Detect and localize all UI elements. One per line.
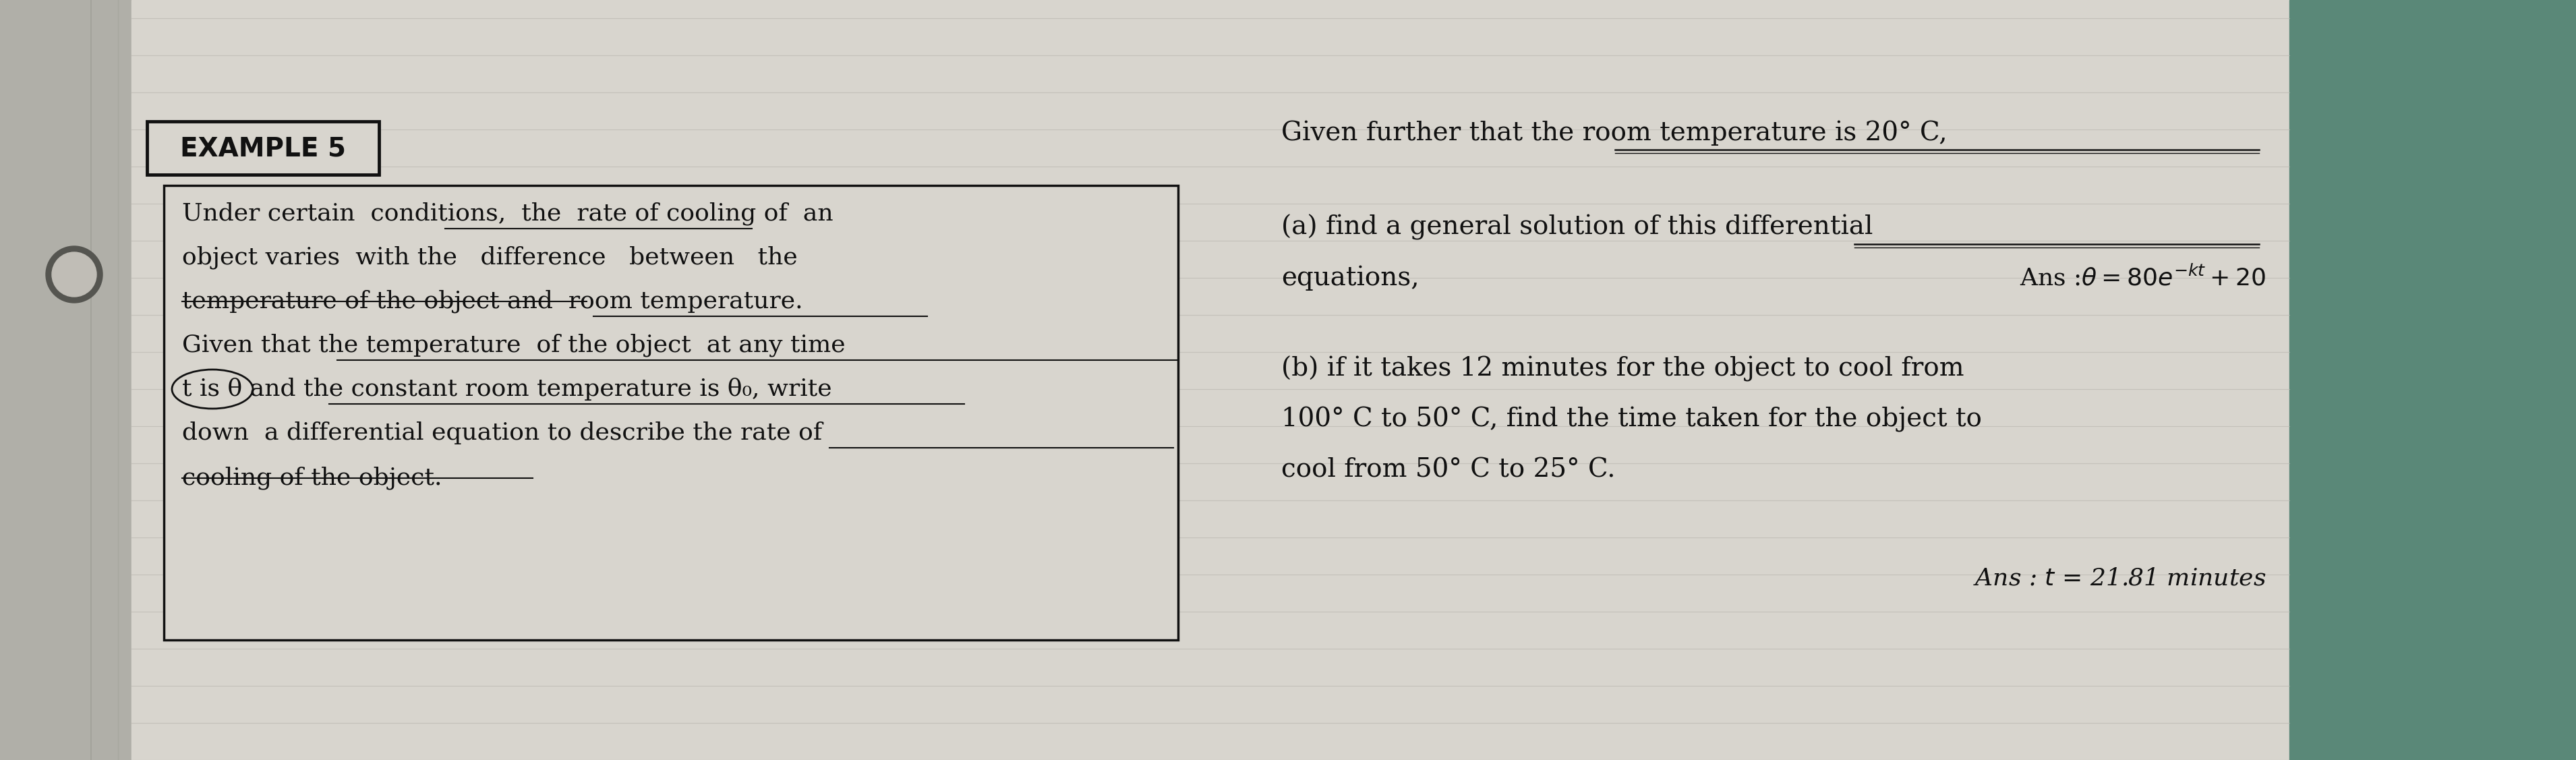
Text: (a) find a general solution of this differential: (a) find a general solution of this diff… (1280, 214, 1873, 240)
Bar (131, 0, 2290, 760)
Text: equations,: equations, (1280, 265, 1419, 290)
Text: 100° C to 50° C, find the time taken for the object to: 100° C to 50° C, find the time taken for… (1280, 407, 1981, 432)
Text: Under certain  conditions,  the  rate of cooling of  an: Under certain conditions, the rate of co… (183, 202, 832, 226)
Circle shape (46, 246, 103, 302)
Text: Given that the temperature  of the object  at any time: Given that the temperature of the object… (183, 334, 845, 357)
Bar (0, 0, 131, 760)
Circle shape (52, 252, 95, 296)
FancyBboxPatch shape (165, 185, 1177, 640)
Text: Given further that the room temperature is 20° C,: Given further that the room temperature … (1280, 120, 1947, 145)
Text: object varies  with the   difference   between   the: object varies with the difference betwee… (183, 246, 799, 269)
Text: cool from 50° C to 25° C.: cool from 50° C to 25° C. (1280, 458, 1615, 483)
Text: Ans : $t$ = 21.81 minutes: Ans : $t$ = 21.81 minutes (1973, 566, 2267, 590)
Text: EXAMPLE 5: EXAMPLE 5 (180, 135, 345, 161)
Text: cooling of the object.: cooling of the object. (183, 467, 443, 489)
FancyBboxPatch shape (147, 122, 379, 175)
Text: down  a differential equation to describe the rate of: down a differential equation to describe… (183, 422, 822, 445)
Bar (2290, 0, 2576, 760)
Text: (b) if it takes 12 minutes for the object to cool from: (b) if it takes 12 minutes for the objec… (1280, 356, 1963, 382)
Text: temperature of the object and  room temperature.: temperature of the object and room tempe… (183, 290, 804, 313)
Text: t is θ and the constant room temperature is θ₀, write: t is θ and the constant room temperature… (183, 378, 832, 401)
Text: Ans :$\theta = 80e^{-kt}+20$: Ans :$\theta = 80e^{-kt}+20$ (2020, 265, 2267, 290)
